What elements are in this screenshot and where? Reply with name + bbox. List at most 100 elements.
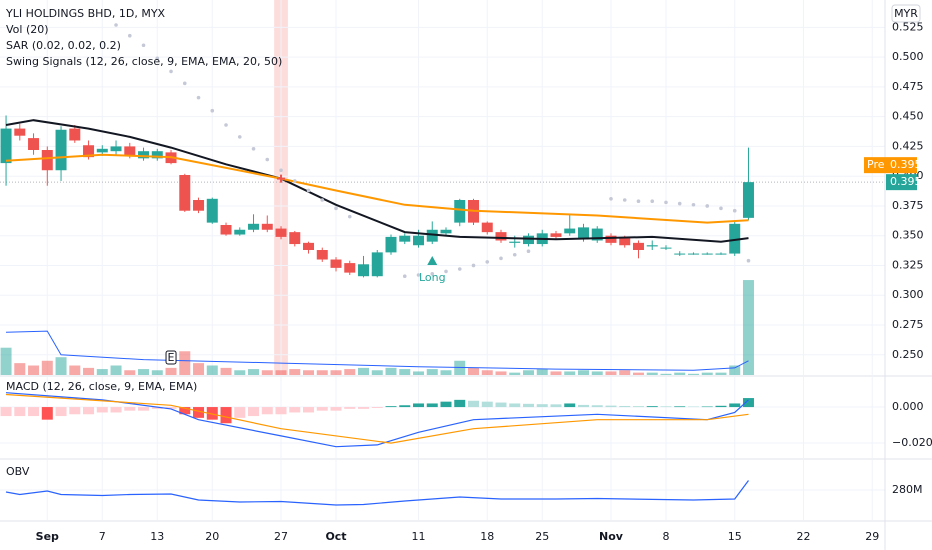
volume-bar — [481, 370, 493, 375]
last-price-label: 0.395 — [890, 175, 922, 188]
histogram-bar — [193, 407, 205, 418]
x-tick-label: 15 — [728, 530, 742, 543]
volume-bar — [261, 370, 273, 375]
sar-dot — [499, 256, 503, 261]
signal-label: Long — [419, 271, 446, 284]
sar-dot — [650, 199, 655, 203]
sar-dot — [141, 43, 146, 48]
candle-body — [14, 128, 26, 136]
moving-average-line — [5, 153, 749, 224]
histogram-bar — [206, 407, 218, 420]
sar-dot — [251, 147, 256, 151]
histogram-bar — [440, 401, 452, 408]
histogram-bar — [358, 407, 370, 409]
candle-body — [715, 253, 727, 255]
histogram-bar — [632, 406, 644, 408]
volume-bar — [660, 373, 672, 375]
candle-body — [605, 235, 617, 243]
candle-body — [41, 150, 53, 171]
histogram-bar — [509, 403, 521, 408]
candle-body — [83, 145, 95, 158]
sar-dot — [732, 208, 737, 213]
histogram-bar — [179, 407, 191, 415]
histogram-bar — [275, 407, 287, 415]
x-tick-label: 8 — [662, 530, 669, 543]
candle-body — [96, 148, 108, 153]
volume-ma-line — [5, 330, 749, 371]
volume-bar — [344, 369, 356, 375]
x-tick-label: 18 — [480, 530, 494, 543]
x-tick-label: 27 — [274, 530, 288, 543]
volume-bar — [591, 371, 603, 375]
volume-bar — [440, 370, 452, 375]
y-tick-label: 0.350 — [892, 229, 924, 242]
candle-body — [660, 247, 672, 249]
sar-dot — [210, 108, 215, 113]
last-price-box — [886, 174, 917, 191]
sar-dot — [114, 23, 118, 27]
histogram-bar — [481, 401, 493, 408]
candle-body — [646, 245, 658, 247]
sar-dot — [746, 258, 751, 263]
volume-bar — [371, 370, 383, 375]
currency-label: MYR — [894, 7, 918, 20]
volume-bar — [536, 369, 548, 375]
candle-body — [151, 151, 163, 159]
histogram-bar — [619, 405, 631, 408]
sar-dot — [705, 204, 710, 208]
y-tick-label: 0.250 — [892, 348, 924, 361]
histogram-bar — [577, 404, 589, 408]
sar-dot — [609, 197, 613, 201]
histogram-bar — [151, 407, 163, 409]
sar-dot — [526, 249, 531, 253]
candle-body — [303, 242, 315, 250]
histogram-bar — [701, 406, 713, 408]
volume-bar — [193, 363, 205, 375]
volume-bar — [179, 351, 191, 375]
earnings-label: E — [168, 351, 175, 364]
histogram-bar — [96, 407, 108, 413]
histogram-bar — [165, 407, 177, 409]
histogram-bar — [28, 407, 40, 417]
cross-marker — [277, 174, 286, 183]
candle-body — [110, 146, 122, 152]
histogram-bar — [687, 406, 699, 408]
sar-dot — [155, 56, 160, 61]
volume-bar — [742, 280, 754, 375]
candle-body — [413, 235, 425, 246]
candle-body — [454, 200, 466, 223]
volume-bar — [275, 370, 287, 375]
candle-body — [687, 253, 699, 255]
volume-bar — [0, 347, 12, 375]
histogram-bar — [550, 404, 562, 408]
candle-body — [248, 223, 260, 230]
signal-arrow — [427, 256, 438, 266]
volume-bar — [303, 370, 315, 375]
candle-body — [193, 200, 205, 211]
histogram-bar — [454, 399, 466, 408]
y-tick-label: 0.325 — [892, 258, 924, 271]
volume-bar — [605, 371, 617, 375]
sar-dot — [347, 214, 352, 219]
histogram-bar — [660, 406, 672, 408]
candle-body — [577, 227, 589, 240]
x-tick-label: 7 — [99, 530, 106, 543]
volume-bar — [509, 372, 521, 375]
volume-bar — [69, 365, 81, 375]
histogram-bar — [261, 407, 273, 415]
sar-dot — [224, 123, 228, 127]
histogram-bar — [522, 403, 534, 408]
candle-body — [619, 238, 631, 246]
candle-body — [399, 235, 411, 242]
sar-dot — [430, 272, 435, 276]
candle-body — [701, 253, 713, 255]
candle-body — [522, 235, 534, 245]
sar-dot — [444, 269, 448, 274]
candle-body — [632, 242, 644, 250]
sar-dot — [471, 263, 476, 268]
volume-bar — [96, 369, 108, 375]
volume-bar — [165, 367, 177, 375]
obv-line — [5, 480, 749, 506]
candle-body — [0, 128, 12, 164]
volume-bar — [234, 370, 246, 375]
